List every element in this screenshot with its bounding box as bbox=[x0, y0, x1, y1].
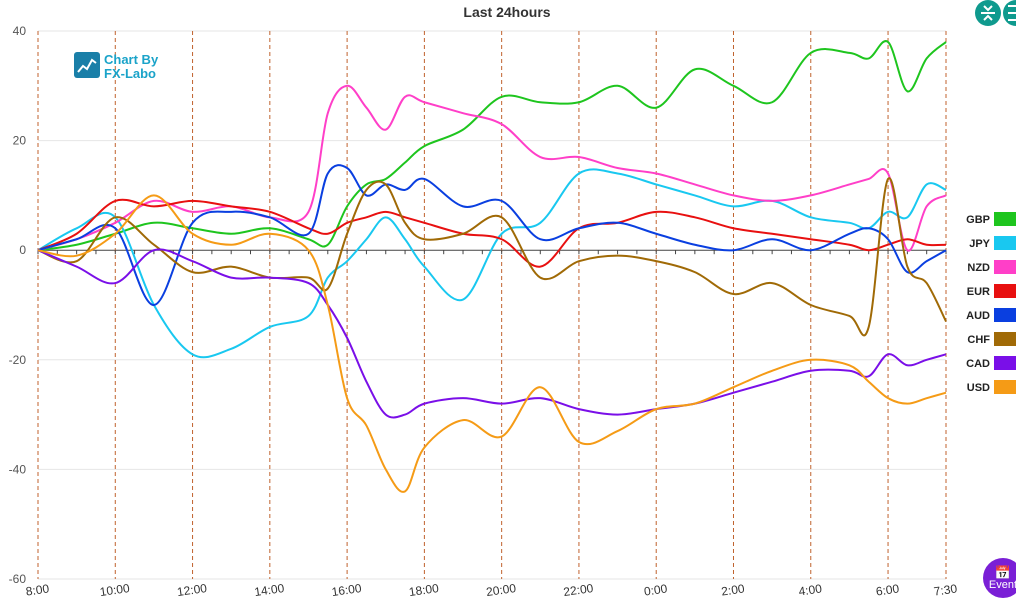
x-tick-label: 10:00 bbox=[99, 581, 131, 599]
x-tick-label: 0:00 bbox=[643, 581, 668, 598]
calendar-icon: 📅 bbox=[994, 564, 1012, 580]
x-tick-label: 2:00 bbox=[720, 581, 745, 598]
legend-label-gbp[interactable]: GBP bbox=[966, 214, 990, 226]
series-group bbox=[37, 40, 947, 493]
series-line-nzd bbox=[37, 84, 947, 252]
legend-label-usd[interactable]: USD bbox=[967, 382, 990, 394]
legend-swatch-usd[interactable] bbox=[994, 380, 1016, 394]
x-tick-label: 20:00 bbox=[485, 581, 517, 599]
compress-button[interactable] bbox=[975, 0, 1001, 26]
legend[interactable]: GBP JPY NZD EUR AUD CHF CAD USD bbox=[966, 212, 1016, 394]
legend-swatch-cad[interactable] bbox=[994, 356, 1016, 370]
y-tick-label: 40 bbox=[13, 24, 27, 38]
legend-label-aud[interactable]: AUD bbox=[966, 310, 990, 322]
logo-line1: Chart By bbox=[104, 52, 159, 67]
x-tick-label: 7:30 bbox=[933, 581, 958, 598]
logo-line2: FX-Labo bbox=[104, 66, 156, 81]
series-line-jpy bbox=[37, 168, 947, 359]
legend-label-nzd[interactable]: NZD bbox=[967, 262, 990, 274]
series-line-usd bbox=[37, 194, 947, 493]
expand-button[interactable] bbox=[1003, 0, 1016, 26]
legend-label-jpy[interactable]: JPY bbox=[969, 238, 990, 250]
series-line-gbp bbox=[37, 40, 947, 252]
chart-title: Last 24hours bbox=[463, 4, 550, 20]
legend-label-cad[interactable]: CAD bbox=[966, 358, 990, 370]
grid bbox=[37, 30, 947, 580]
series-line-eur bbox=[37, 198, 947, 268]
events-button[interactable]: 📅 Event bbox=[983, 558, 1016, 598]
x-tick-label: 12:00 bbox=[176, 581, 208, 599]
y-tick-label: -40 bbox=[9, 462, 27, 476]
y-tick-label: -60 bbox=[9, 572, 27, 586]
y-tick-label: -20 bbox=[9, 353, 27, 367]
legend-label-chf[interactable]: CHF bbox=[967, 334, 990, 346]
compress-icon bbox=[981, 5, 995, 21]
x-tick-label: 16:00 bbox=[331, 581, 363, 599]
legend-swatch-gbp[interactable] bbox=[994, 212, 1016, 226]
x-tick-label: 4:00 bbox=[798, 581, 823, 598]
y-tick-label: 20 bbox=[13, 134, 27, 148]
series-line-cad bbox=[37, 248, 947, 419]
series-line-aud bbox=[37, 164, 947, 307]
logo: Chart By FX-Labo bbox=[74, 52, 159, 81]
x-tick-label: 22:00 bbox=[563, 581, 595, 599]
legend-swatch-nzd[interactable] bbox=[994, 260, 1016, 274]
legend-swatch-eur[interactable] bbox=[994, 284, 1016, 298]
legend-swatch-jpy[interactable] bbox=[994, 236, 1016, 250]
x-tick-label: 8:00 bbox=[25, 581, 50, 598]
y-tick-label: 0 bbox=[19, 243, 26, 257]
expand-icon bbox=[1008, 5, 1016, 21]
legend-swatch-aud[interactable] bbox=[994, 308, 1016, 322]
legend-swatch-chf[interactable] bbox=[994, 332, 1016, 346]
legend-label-eur[interactable]: EUR bbox=[967, 286, 990, 298]
x-tick-label: 6:00 bbox=[875, 581, 900, 598]
x-tick-label: 18:00 bbox=[408, 581, 440, 599]
events-button-label: Event bbox=[988, 578, 1016, 591]
axes: 40 20 0 -20 -40 -608:00 10:00 12:00 14:00 16:00 18… bbox=[9, 24, 959, 599]
series-line-chf bbox=[37, 177, 947, 337]
x-tick-label: 14:00 bbox=[253, 581, 285, 599]
